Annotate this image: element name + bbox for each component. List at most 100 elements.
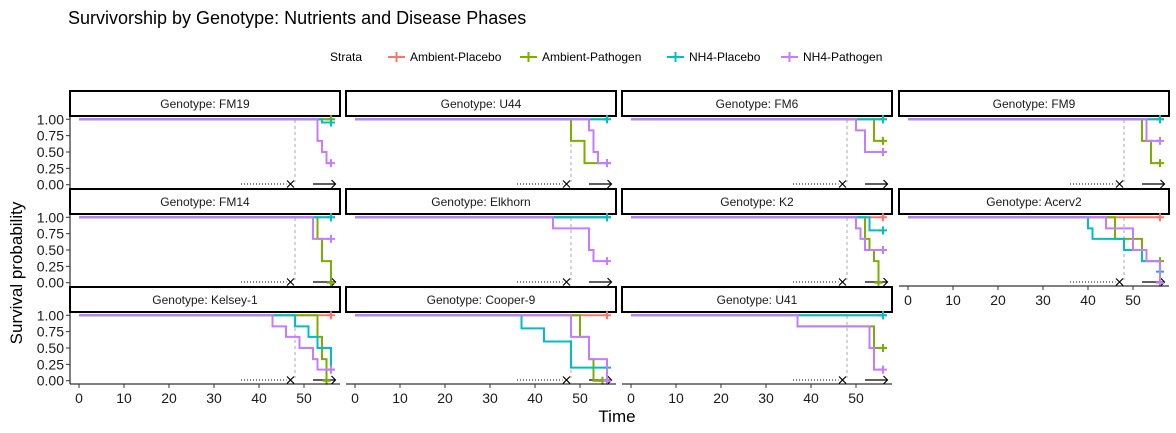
curve-nh4-pathogen [631, 216, 883, 251]
phase-arrow-head [607, 179, 613, 189]
curve-ambient-pathogen [79, 314, 328, 381]
x-tick-label: 10 [668, 390, 684, 406]
phase-cross-marker [838, 278, 847, 286]
x-tick-label: 20 [713, 390, 729, 406]
curve-nh4-pathogen [79, 216, 331, 240]
x-tick-label: 50 [296, 390, 312, 406]
y-tick-label: 0.00 [37, 275, 64, 291]
censor-mark-ambient-pathogen [1156, 159, 1164, 168]
phase-arrow-head [883, 277, 889, 287]
y-tick-label: 0.75 [37, 226, 64, 242]
x-tick-label: 50 [1125, 292, 1141, 308]
curve-nh4-pathogen [79, 118, 331, 165]
panel-genotype-acerv2: Genotype: Acerv2 0 10 20 30 40 50 [898, 188, 1170, 308]
curve-ambient-pathogen [631, 118, 883, 142]
curve-ambient-pathogen [355, 118, 607, 165]
x-tick-label: 10 [392, 390, 408, 406]
panel-genotype-kelsey-1: Genotype: Kelsey-1 0.000.250.500.751.00 0 1… [37, 286, 341, 406]
legend-label-nh4-pathogen: NH4-Pathogen [803, 50, 882, 64]
x-tick-label: 30 [482, 390, 498, 406]
panel-genotype-fm14: Genotype: FM14 0.000.250.500.751.00 [37, 188, 341, 291]
phase-arrow-head [607, 375, 613, 385]
y-tick-label: 0.00 [37, 177, 64, 193]
x-tick-label: 20 [437, 390, 453, 406]
panel-strip [898, 90, 1170, 117]
x-tick-label: 30 [206, 390, 222, 406]
legend-title: Strata [330, 50, 362, 64]
phase-cross-marker [838, 376, 847, 384]
panel-strip-label: Genotype: Cooper-9 [427, 293, 536, 307]
phase-cross-marker [286, 376, 295, 384]
panel-strip-label: Genotype: FM14 [160, 195, 250, 209]
curve-nh4-pathogen [355, 314, 608, 381]
panel-genotype-cooper-9: Genotype: Cooper-9 0 10 20 30 40 50 [345, 286, 617, 406]
x-tick-label: 10 [116, 390, 132, 406]
panel-strip [898, 188, 1170, 215]
censor-mark-nh4-pathogen [327, 365, 335, 374]
curve-ambient-pathogen [631, 314, 883, 349]
y-tick-label: 0.50 [37, 144, 64, 160]
panel-strip-label: Genotype: FM6 [716, 97, 799, 111]
phase-arrow-head [1160, 179, 1166, 189]
curve-ambient-pathogen [631, 216, 880, 283]
censor-mark-nh4-pathogen [327, 234, 335, 243]
y-tick-label: 0.75 [37, 128, 64, 144]
y-tick-label: 0.75 [37, 324, 64, 340]
phase-cross-marker [286, 278, 295, 286]
censor-mark-nh4-pathogen [879, 246, 887, 254]
curve-nh4-placebo [79, 314, 332, 370]
phase-cross-marker [562, 180, 571, 188]
y-tick-label: 1.00 [37, 209, 64, 225]
curve-nh4-pathogen [631, 118, 883, 153]
chart-title: Survivorship by Genotype: Nutrients and … [68, 8, 526, 28]
censor-mark-nh4-pathogen [603, 159, 611, 168]
y-tick-label: 0.50 [37, 242, 64, 258]
panel-genotype-fm6: Genotype: FM6 [621, 90, 893, 189]
x-tick-label: 0 [351, 390, 359, 406]
curve-nh4-placebo [631, 216, 883, 232]
x-tick-label: 50 [572, 390, 588, 406]
y-tick-label: 0.25 [37, 258, 64, 274]
curve-ambient-pathogen [355, 314, 603, 382]
panel-genotype-u44: Genotype: U44 [345, 90, 617, 189]
censor-mark-nh4-placebo [603, 115, 611, 124]
panel-strip [345, 286, 617, 313]
panel-strip [621, 286, 893, 313]
y-tick-label: 1.00 [37, 307, 64, 323]
x-tick-label: 10 [945, 292, 961, 308]
censor-mark-nh4-placebo [879, 311, 887, 320]
phase-cross-marker [286, 180, 295, 188]
censor-mark-nh4-placebo [327, 213, 335, 222]
curve-ambient-pathogen [908, 118, 1160, 165]
legend-label-ambient-pathogen: Ambient-Pathogen [542, 50, 641, 64]
x-tick-label: 30 [1035, 292, 1051, 308]
censor-mark-nh4-pathogen [327, 159, 335, 168]
x-tick-label: 40 [251, 390, 267, 406]
censor-mark-nh4-pathogen [603, 257, 611, 266]
panel-strip [621, 188, 893, 215]
censor-mark-ambient-placebo [603, 311, 611, 320]
censor-mark-ambient-pathogen [327, 278, 335, 287]
phase-cross-marker [562, 278, 571, 286]
panel-strip-label: Genotype: Acerv2 [986, 195, 1082, 209]
phase-cross-marker [1115, 180, 1124, 188]
x-tick-label: 40 [1080, 292, 1096, 308]
panel-strip-label: Genotype: K2 [720, 195, 794, 209]
censor-mark-ambient-placebo [327, 311, 335, 320]
censor-mark-nh4-placebo [879, 115, 887, 124]
panel-genotype-u41: Genotype: U41 0 10 20 30 40 50 [621, 286, 893, 406]
phase-arrow-head [1160, 277, 1166, 287]
phase-arrow-head [331, 277, 337, 287]
x-tick-label: 50 [848, 390, 864, 406]
panel-strip-label: Genotype: U44 [441, 97, 522, 111]
censor-mark-ambient-pathogen [879, 344, 887, 352]
censor-mark-nh4-placebo [879, 226, 887, 235]
y-axis-title: Survival probability [7, 201, 26, 344]
panel-strip [69, 286, 341, 313]
panel-strip [69, 188, 341, 215]
panel-genotype-elkhorn: Genotype: Elkhorn [345, 188, 617, 287]
panel-strip [345, 90, 617, 117]
legend-label-ambient-placebo: Ambient-Placebo [410, 50, 502, 64]
y-tick-label: 1.00 [37, 111, 64, 127]
